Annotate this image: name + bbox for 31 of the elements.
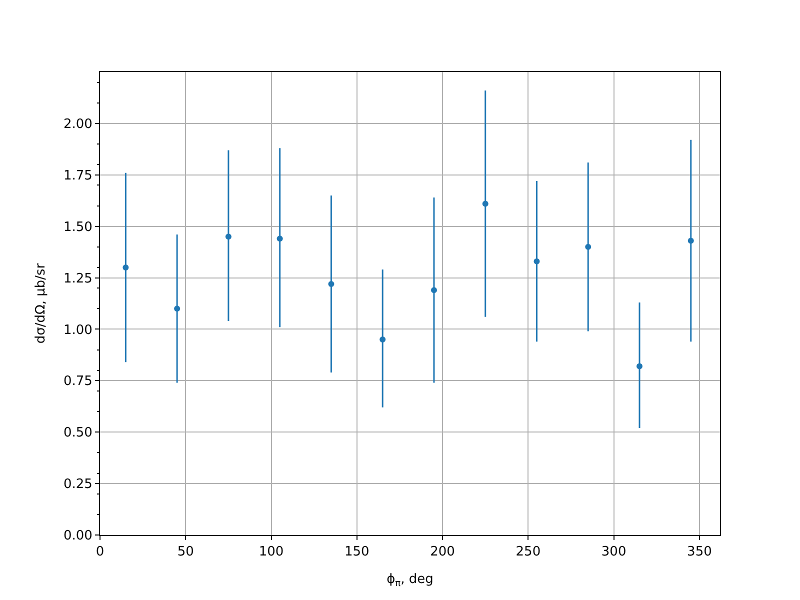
y-tick-label: 0.25: [63, 477, 92, 492]
y-axis-title: dσ/dΩ, μb/sr: [33, 262, 48, 344]
x-tick-label: 300: [601, 544, 626, 560]
point: [174, 306, 180, 312]
y-tick-label: 0.00: [63, 528, 92, 544]
point: [122, 264, 129, 270]
point: [688, 238, 694, 244]
x-tick-label: 150: [344, 544, 370, 560]
point: [225, 234, 232, 240]
x-tick-label: 250: [516, 544, 541, 560]
point: [534, 258, 540, 264]
y-tick-label: 1.50: [63, 220, 92, 235]
point: [328, 280, 334, 287]
point: [482, 200, 488, 207]
point: [636, 363, 642, 370]
x-axis-title: ϕ$_{π}$, deg: [386, 572, 434, 589]
point: [276, 236, 283, 242]
y-tick-label: 1.00: [63, 322, 92, 338]
y-tick-label: 2.00: [63, 116, 92, 132]
y-tick-label: 1.25: [63, 271, 92, 286]
y-tick-label: 0.75: [63, 374, 92, 390]
point: [430, 287, 437, 294]
x-tick-label: 200: [430, 544, 455, 560]
x-tick-label: 100: [258, 544, 284, 560]
x-tick-label: 50: [177, 544, 194, 560]
point: [380, 336, 386, 343]
x-tick-label: 0: [96, 544, 104, 560]
y-tick-label: 1.75: [63, 168, 92, 184]
x-tick-label: 350: [687, 544, 712, 560]
y-tick-label: 0.50: [63, 426, 92, 441]
point: [585, 244, 592, 250]
